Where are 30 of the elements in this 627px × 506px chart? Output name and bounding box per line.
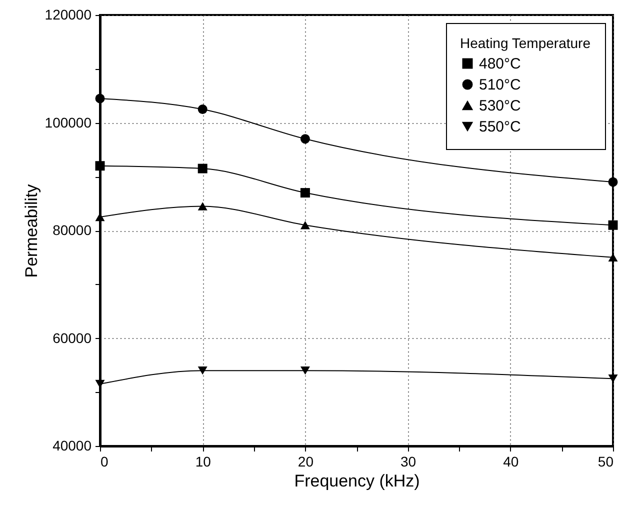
legend-label: 530°C [479, 98, 522, 114]
point [198, 366, 208, 375]
point [95, 94, 105, 104]
point [300, 188, 310, 198]
x-tick-label: 40 [503, 454, 519, 470]
x-tick-label: 30 [400, 454, 416, 470]
legend-label: 480°C [479, 56, 522, 72]
y-tick-label: 120000 [44, 6, 92, 22]
legend-label: 510°C [479, 76, 522, 94]
x-tick-label: 20 [298, 454, 314, 470]
x-axis-title: Frequency (kHz) [294, 472, 420, 490]
point [300, 221, 310, 230]
point [300, 134, 310, 144]
y-tick-label: 40000 [52, 438, 92, 454]
point [198, 202, 208, 210]
point [95, 161, 105, 171]
x-tick-label: 0 [100, 454, 108, 470]
point [300, 366, 310, 375]
y-tick-label: 100000 [44, 114, 92, 130]
x-tick-label: 10 [195, 454, 212, 470]
y-tick-label: 80000 [52, 222, 92, 238]
point [608, 220, 618, 230]
legend-title: Heating Temperature [460, 35, 591, 51]
y-tick-label: 60000 [52, 330, 92, 346]
x-tick-label: 50 [598, 454, 614, 470]
point [608, 177, 618, 187]
legend-label: 550°C [479, 118, 522, 136]
point [198, 164, 208, 174]
point [198, 104, 208, 114]
y-axis-title: Permeability [22, 184, 41, 278]
